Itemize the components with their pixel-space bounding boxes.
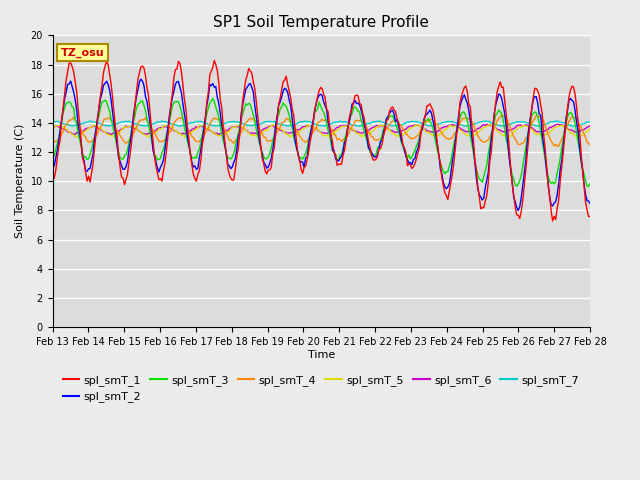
spl_smT_4 — [236, 133, 244, 139]
spl_smT_6 — [209, 130, 217, 135]
spl_smT_1 — [549, 218, 557, 224]
spl_smT_5 — [586, 125, 594, 131]
spl_smT_7 — [558, 120, 566, 126]
spl_smT_3 — [49, 156, 56, 161]
spl_smT_3 — [285, 112, 293, 118]
Line: spl_smT_5: spl_smT_5 — [52, 124, 590, 137]
Line: spl_smT_6: spl_smT_6 — [52, 124, 590, 135]
spl_smT_1 — [228, 177, 236, 183]
spl_smT_1 — [285, 88, 293, 94]
X-axis label: Time: Time — [308, 349, 335, 360]
spl_smT_6 — [559, 122, 567, 128]
spl_smT_6 — [285, 130, 293, 136]
spl_smT_5 — [285, 133, 293, 139]
spl_smT_7 — [49, 119, 56, 125]
Title: SP1 Soil Temperature Profile: SP1 Soil Temperature Profile — [213, 15, 429, 30]
spl_smT_1 — [586, 214, 594, 219]
spl_smT_1 — [209, 64, 217, 70]
spl_smT_7 — [586, 119, 594, 125]
spl_smT_1 — [211, 58, 218, 63]
Legend: spl_smT_1, spl_smT_2, spl_smT_3, spl_smT_4, spl_smT_5, spl_smT_6, spl_smT_7: spl_smT_1, spl_smT_2, spl_smT_3, spl_smT… — [58, 371, 584, 407]
Line: spl_smT_4: spl_smT_4 — [52, 115, 590, 146]
spl_smT_6 — [49, 124, 56, 130]
spl_smT_6 — [228, 124, 236, 130]
spl_smT_7 — [483, 118, 491, 124]
spl_smT_6 — [586, 123, 594, 129]
spl_smT_2 — [137, 76, 145, 82]
spl_smT_4 — [209, 116, 217, 122]
spl_smT_7 — [236, 120, 244, 126]
spl_smT_3 — [585, 184, 593, 190]
Y-axis label: Soil Temperature (C): Soil Temperature (C) — [15, 124, 25, 239]
spl_smT_4 — [115, 130, 122, 135]
spl_smT_7 — [209, 123, 217, 129]
spl_smT_4 — [586, 142, 594, 147]
spl_smT_4 — [227, 137, 235, 143]
spl_smT_3 — [237, 116, 245, 121]
spl_smT_7 — [570, 123, 577, 129]
spl_smT_6 — [483, 121, 491, 127]
spl_smT_3 — [115, 148, 122, 154]
spl_smT_2 — [285, 97, 293, 103]
spl_smT_5 — [502, 134, 510, 140]
Line: spl_smT_1: spl_smT_1 — [52, 60, 590, 221]
spl_smT_3 — [586, 181, 594, 187]
spl_smT_1 — [49, 175, 56, 180]
spl_smT_6 — [215, 132, 223, 138]
spl_smT_2 — [228, 164, 236, 170]
spl_smT_2 — [211, 84, 218, 90]
spl_smT_2 — [49, 165, 56, 171]
Text: TZ_osu: TZ_osu — [61, 48, 104, 58]
spl_smT_2 — [115, 155, 122, 160]
spl_smT_5 — [209, 130, 217, 135]
spl_smT_2 — [515, 207, 522, 213]
spl_smT_4 — [284, 116, 291, 122]
spl_smT_7 — [227, 119, 235, 125]
spl_smT_7 — [284, 123, 291, 129]
spl_smT_4 — [498, 112, 506, 118]
spl_smT_2 — [559, 144, 567, 150]
spl_smT_2 — [586, 201, 594, 206]
spl_smT_5 — [49, 125, 56, 131]
spl_smT_5 — [236, 123, 244, 129]
Line: spl_smT_2: spl_smT_2 — [52, 79, 590, 210]
spl_smT_4 — [49, 139, 56, 144]
spl_smT_5 — [559, 122, 567, 128]
spl_smT_5 — [269, 121, 276, 127]
spl_smT_2 — [237, 110, 245, 116]
Line: spl_smT_7: spl_smT_7 — [52, 121, 590, 126]
spl_smT_1 — [559, 151, 567, 157]
spl_smT_6 — [115, 129, 122, 134]
spl_smT_5 — [115, 130, 122, 136]
spl_smT_3 — [211, 98, 218, 104]
spl_smT_5 — [227, 126, 235, 132]
spl_smT_3 — [209, 96, 217, 101]
spl_smT_6 — [237, 125, 245, 131]
Line: spl_smT_3: spl_smT_3 — [52, 98, 590, 187]
spl_smT_4 — [554, 144, 561, 149]
spl_smT_3 — [558, 145, 566, 151]
spl_smT_1 — [237, 116, 245, 122]
spl_smT_7 — [115, 120, 122, 126]
spl_smT_3 — [228, 154, 236, 160]
spl_smT_1 — [115, 152, 122, 157]
spl_smT_4 — [559, 133, 567, 139]
